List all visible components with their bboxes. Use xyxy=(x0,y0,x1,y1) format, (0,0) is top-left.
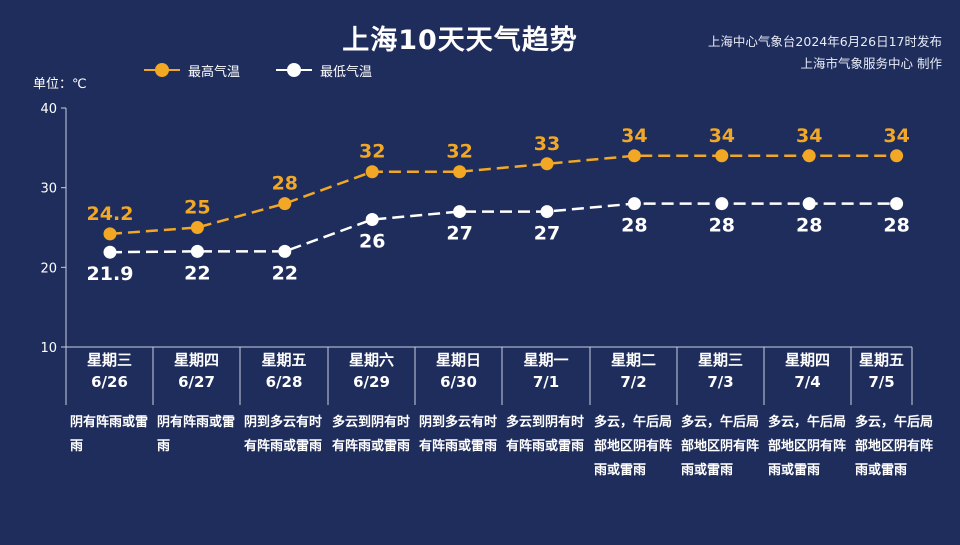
weather-description: 阴有阵雨或雷雨 xyxy=(70,415,149,454)
min-temp-point xyxy=(103,245,117,259)
legend-max-dot-icon xyxy=(155,63,169,77)
max-temp-label: 24.2 xyxy=(87,203,134,225)
min-temp-label: 28 xyxy=(709,215,735,237)
weekday-label: 星期一 xyxy=(523,351,569,369)
max-temp-point xyxy=(453,165,467,179)
legend-max-label: 最高气温 xyxy=(188,64,241,80)
min-temp-label: 28 xyxy=(621,215,647,237)
unit-label: 单位：℃ xyxy=(33,77,87,92)
weekday-label: 星期日 xyxy=(435,351,481,369)
min-temp-label: 28 xyxy=(883,215,909,237)
max-temp-label: 25 xyxy=(184,197,210,219)
max-temp-point xyxy=(365,165,379,179)
day-label: 星期二 7/2 xyxy=(590,349,677,393)
y-tick-label: 30 xyxy=(40,182,57,197)
weekday-label: 星期三 xyxy=(697,351,743,369)
date-label: 7/4 xyxy=(794,373,821,391)
max-temp-point xyxy=(715,149,729,163)
max-temp-line xyxy=(109,154,897,236)
min-temp-point xyxy=(890,197,904,211)
min-temp-point xyxy=(278,244,292,258)
day-label: 星期日 6/30 xyxy=(415,349,502,393)
day-label: 星期一 7/1 xyxy=(503,349,590,393)
min-temp-label: 27 xyxy=(446,223,472,245)
max-temp-label: 34 xyxy=(883,125,909,147)
date-label: 7/1 xyxy=(532,373,560,391)
min-temp-point xyxy=(715,197,729,211)
weather-description: 多云，午后局部地区阴有阵雨或雷雨 xyxy=(768,415,847,478)
legend-min-temp: 最低气温 xyxy=(276,60,372,80)
chart-title: 上海10天天气趋势 xyxy=(342,25,578,56)
date-label: 7/3 xyxy=(707,373,734,391)
min-temp-label: 22 xyxy=(184,262,210,284)
weather-description: 多云到阴有时有阵雨或雷雨 xyxy=(332,415,411,454)
day-label: 星期三 7/3 xyxy=(677,349,764,393)
min-temp-label: 26 xyxy=(359,231,385,253)
min-temp-point xyxy=(627,197,641,211)
max-temp-label: 33 xyxy=(534,133,560,155)
max-temp-label: 34 xyxy=(709,125,735,147)
max-temp-label: 34 xyxy=(621,125,647,147)
day-label: 星期四 7/4 xyxy=(764,349,851,393)
day-label: 星期六 6/29 xyxy=(328,349,415,393)
y-tick-label: 10 xyxy=(40,341,57,356)
day-label: 星期五 7/5 xyxy=(838,349,925,393)
weekday-label: 星期四 xyxy=(784,351,830,369)
legend-max-line-icon xyxy=(144,63,180,77)
min-temp-point xyxy=(190,244,204,258)
max-temp-point xyxy=(540,157,554,171)
date-label: 7/2 xyxy=(620,373,647,391)
max-temp-label: 34 xyxy=(796,125,822,147)
max-temp-point xyxy=(802,149,816,163)
min-temp-label: 21.9 xyxy=(87,263,134,285)
min-temp-point xyxy=(802,197,816,211)
y-tick-label: 40 xyxy=(40,102,57,117)
legend-min-line-icon xyxy=(276,63,312,77)
day-label: 星期三 6/26 xyxy=(66,349,153,393)
max-temp-point xyxy=(278,197,292,211)
date-label: 6/28 xyxy=(265,373,303,391)
day-label: 星期五 6/28 xyxy=(241,349,328,393)
max-temp-label: 28 xyxy=(272,173,298,195)
max-temp-label: 32 xyxy=(446,141,472,163)
max-temp-point xyxy=(627,149,641,163)
weather-description: 阴到多云有时有阵雨或雷雨 xyxy=(419,415,498,454)
min-temp-line xyxy=(109,202,897,254)
weekday-label: 星期五 xyxy=(858,351,904,369)
source-publisher: 上海中心气象台2024年6月26日17时发布 xyxy=(707,34,942,49)
date-label: 6/30 xyxy=(440,373,477,391)
max-temp-label: 32 xyxy=(359,141,385,163)
weather-description: 阴有阵雨或雷雨 xyxy=(157,415,236,454)
min-temp-label: 28 xyxy=(796,215,822,237)
weekday-label: 星期四 xyxy=(173,351,219,369)
date-label: 6/26 xyxy=(91,373,128,391)
max-temp-point xyxy=(103,227,117,241)
min-temp-point xyxy=(540,205,554,219)
min-temp-point xyxy=(365,213,379,227)
date-label: 6/29 xyxy=(353,373,390,391)
legend-min-dot-icon xyxy=(287,63,301,77)
y-tick-label: 20 xyxy=(40,261,57,276)
legend-max-temp: 最高气温 xyxy=(144,60,240,80)
min-temp-label: 27 xyxy=(534,223,560,245)
max-temp-point xyxy=(890,149,904,163)
weather-description: 多云到阴有时有阵雨或雷雨 xyxy=(506,415,585,454)
date-label: 7/5 xyxy=(868,373,895,391)
weather-description: 多云，午后局部地区阴有阵雨或雷雨 xyxy=(594,415,673,478)
weekday-label: 星期六 xyxy=(348,351,394,369)
weekday-label: 星期三 xyxy=(86,351,132,369)
min-temp-point xyxy=(453,205,467,219)
max-temp-point xyxy=(190,221,204,234)
weekday-label: 星期五 xyxy=(261,351,307,369)
date-label: 6/27 xyxy=(178,373,215,391)
weather-description: 多云，午后局部地区阴有阵雨或雷雨 xyxy=(681,415,760,478)
weather-description: 阴到多云有时有阵雨或雷雨 xyxy=(244,415,323,454)
min-temp-label: 22 xyxy=(272,262,298,284)
source-producer: 上海市气象服务中心 制作 xyxy=(800,56,942,71)
weather-description: 多云，午后局部地区阴有阵雨或雷雨 xyxy=(855,415,934,478)
legend-min-label: 最低气温 xyxy=(320,64,373,80)
day-label: 星期四 6/27 xyxy=(153,349,240,393)
weekday-label: 星期二 xyxy=(610,351,656,369)
